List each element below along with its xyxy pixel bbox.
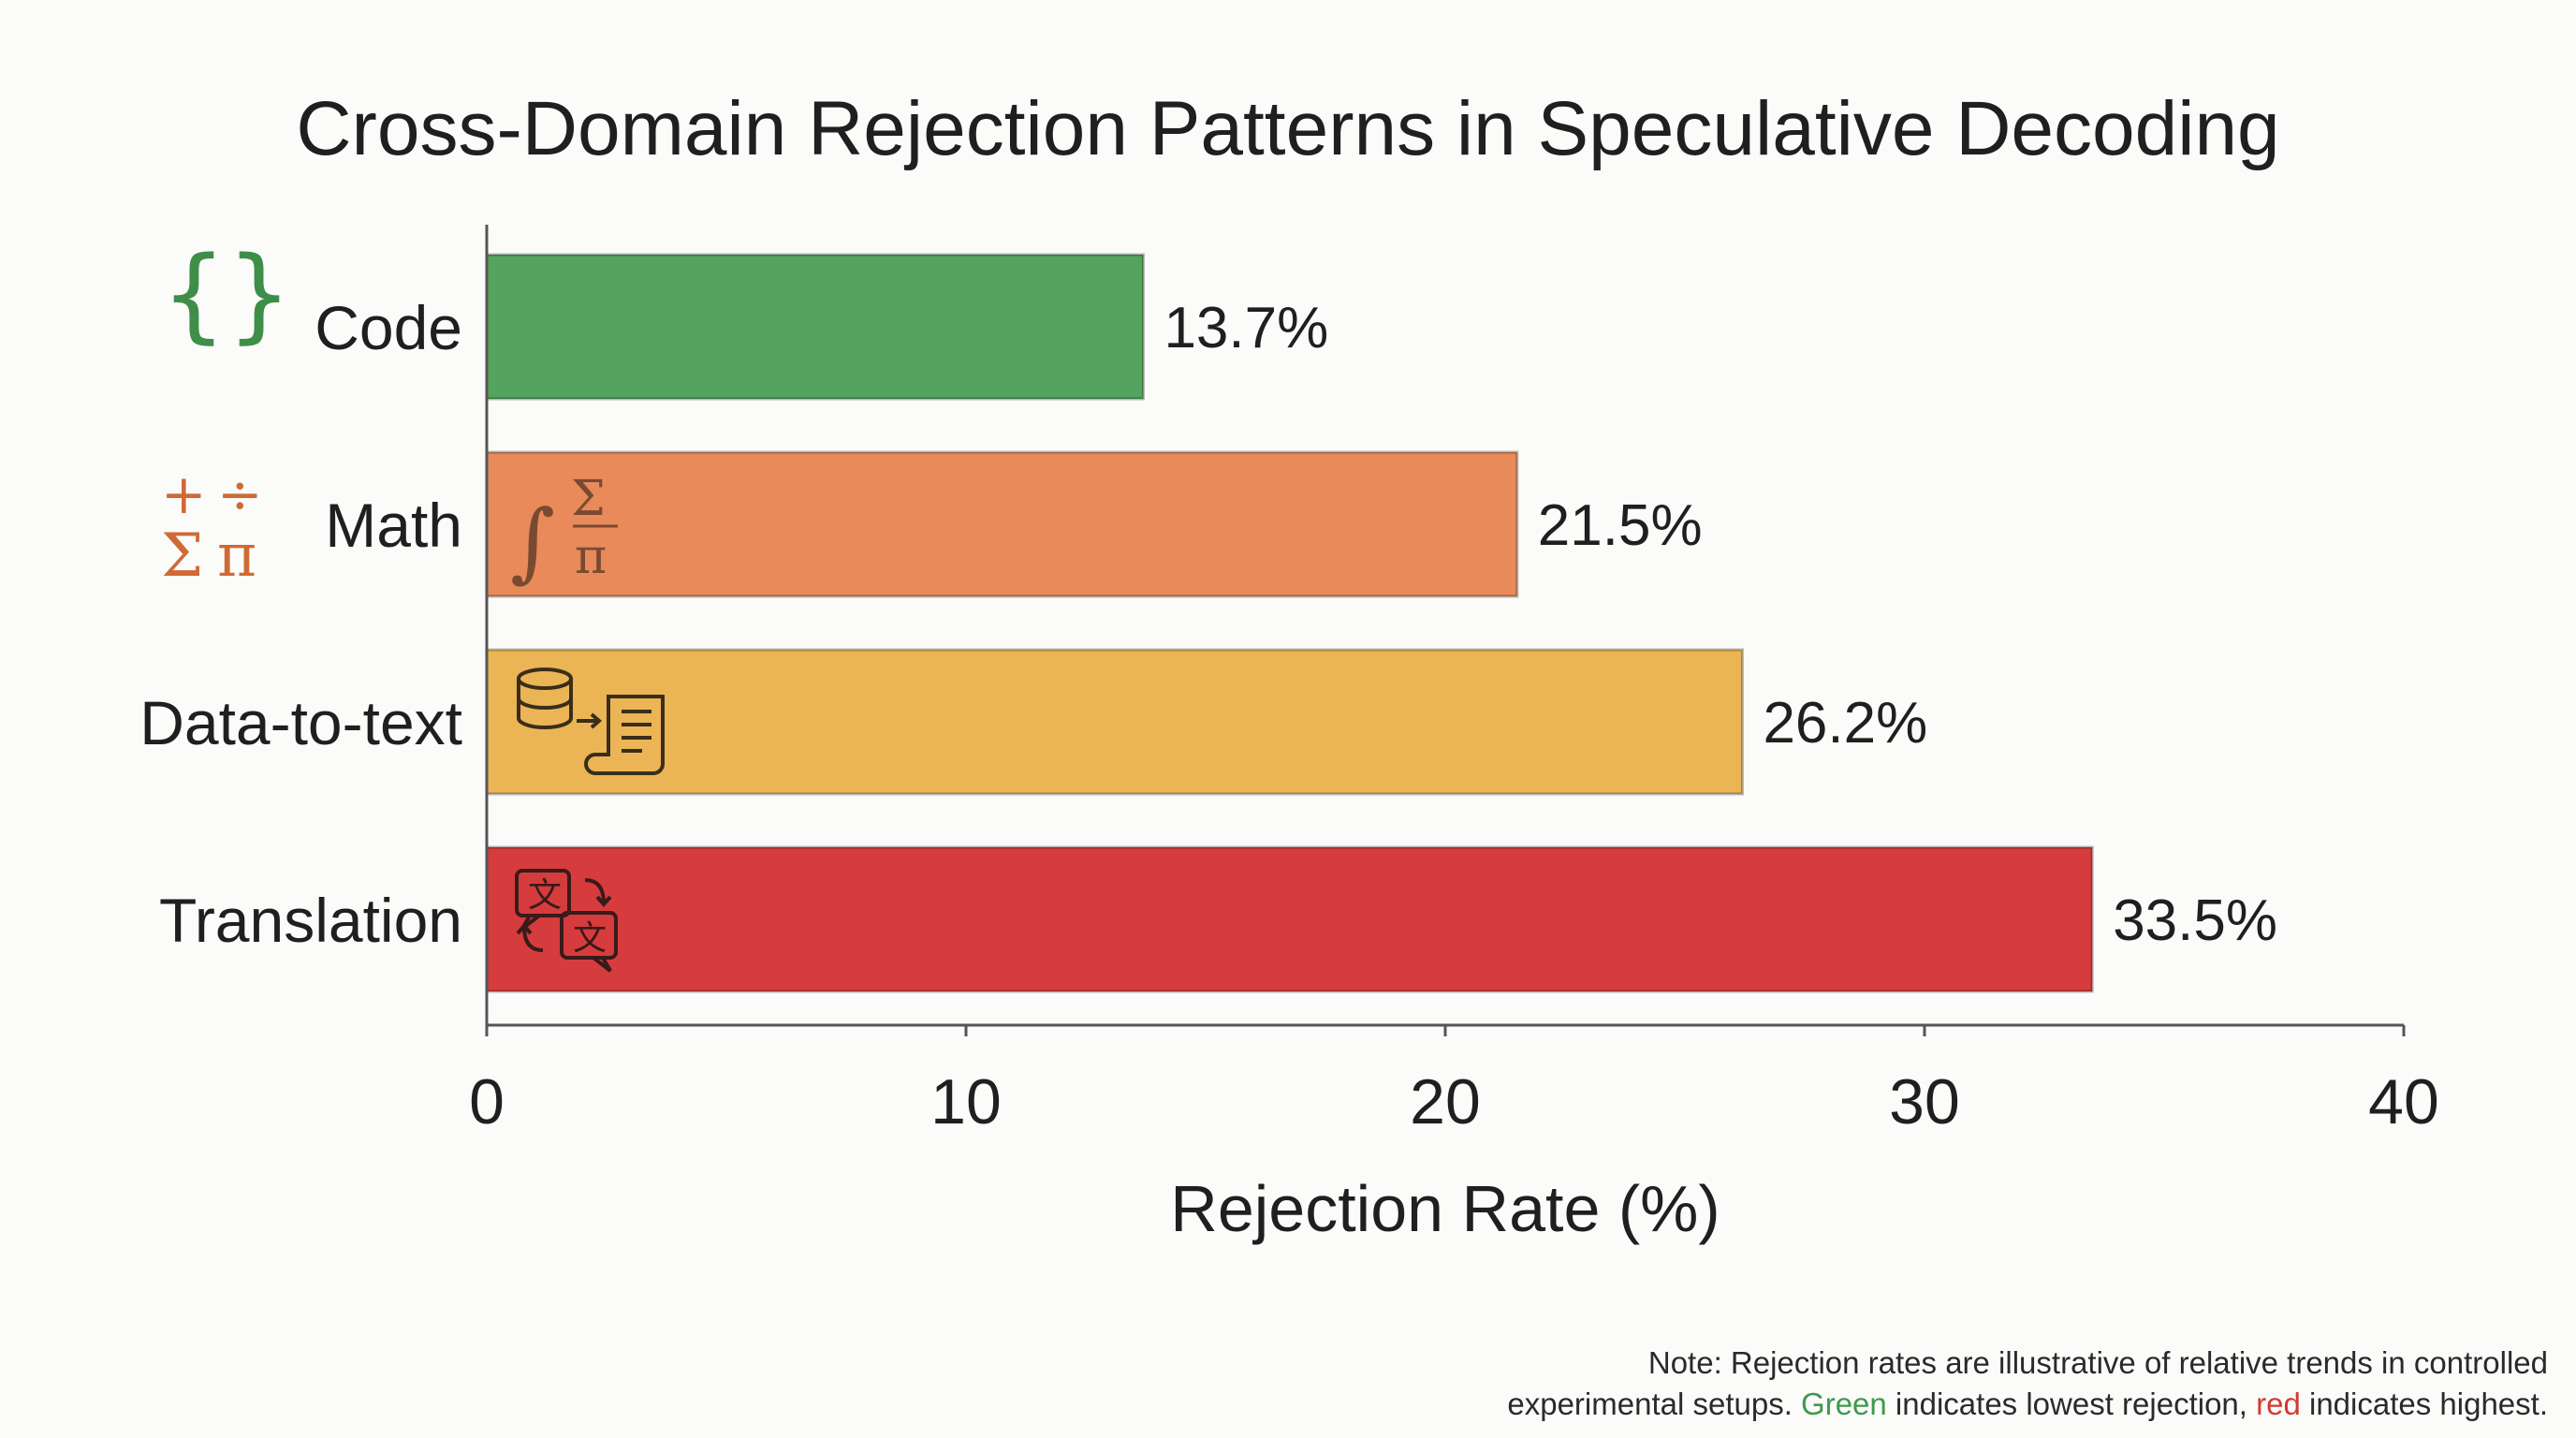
value-label: 26.2%: [1763, 691, 1927, 756]
footnote-line-2: experimental setups. Green indicates low…: [1507, 1384, 2548, 1425]
braces-icon: { }: [161, 234, 292, 354]
value-label: 33.5%: [2113, 888, 2277, 953]
footnote-green-word: Green: [1801, 1387, 1887, 1421]
footnote-line-1: Note: Rejection rates are illustrative o…: [1647, 1345, 2548, 1380]
x-tick-label: 40: [2368, 1066, 2439, 1137]
integral-sigma-pi-icon: ∫ Σ π: [510, 471, 618, 592]
svg-text:π: π: [575, 529, 607, 585]
category-label: Translation: [159, 886, 462, 955]
bar-code: [485, 253, 1145, 401]
svg-text:文: 文: [573, 919, 607, 958]
x-tick-label: 30: [1889, 1066, 1960, 1137]
svg-text:文: 文: [528, 876, 562, 915]
bar-math: [485, 450, 1519, 598]
category-label: Code: [315, 293, 462, 362]
svg-text:}: }: [227, 234, 292, 354]
math-symbols-icon: + ÷ Σ π: [161, 462, 263, 591]
x-tick-label: 20: [1410, 1066, 1481, 1137]
svg-text:∫: ∫: [510, 492, 555, 592]
x-tick-label: 10: [930, 1066, 1002, 1137]
footnote-text-b: indicates lowest rejection,: [1886, 1387, 2257, 1421]
x-tick-label: 0: [469, 1066, 505, 1137]
bars-layer: 13.7% Code 21.5% Math 26.2% Data-to-text 33.5%…: [139, 253, 2277, 993]
svg-text:Σ: Σ: [161, 521, 203, 591]
svg-text:+: +: [161, 462, 207, 526]
bar-data-to-text: [485, 648, 1744, 796]
database-to-document-icon: [517, 668, 665, 775]
footnote-text-a: experimental setups.: [1507, 1387, 1802, 1421]
x-axis-title: Rejection Rate (%): [1170, 1172, 1720, 1245]
value-label: 13.7%: [1164, 296, 1328, 360]
footnote: Note: Rejection rates are illustrative o…: [1507, 1343, 2548, 1425]
bar-translation: [485, 845, 2094, 993]
value-label: 21.5%: [1538, 493, 1703, 558]
translate-icon: 文 文: [515, 869, 618, 973]
svg-text:÷: ÷: [217, 462, 263, 526]
category-label: Math: [325, 491, 462, 560]
svg-text:{: {: [161, 234, 227, 354]
category-label: Data-to-text: [139, 688, 462, 757]
ticks-layer: 0 10 20 30 40: [469, 1025, 2439, 1137]
svg-text:Σ: Σ: [571, 471, 606, 527]
footnote-text-c: indicates highest.: [2300, 1387, 2548, 1421]
footnote-red-word: red: [2256, 1387, 2301, 1421]
svg-text:π: π: [217, 521, 256, 591]
chart-title: Cross-Domain Rejection Patterns in Specu…: [296, 86, 2279, 171]
